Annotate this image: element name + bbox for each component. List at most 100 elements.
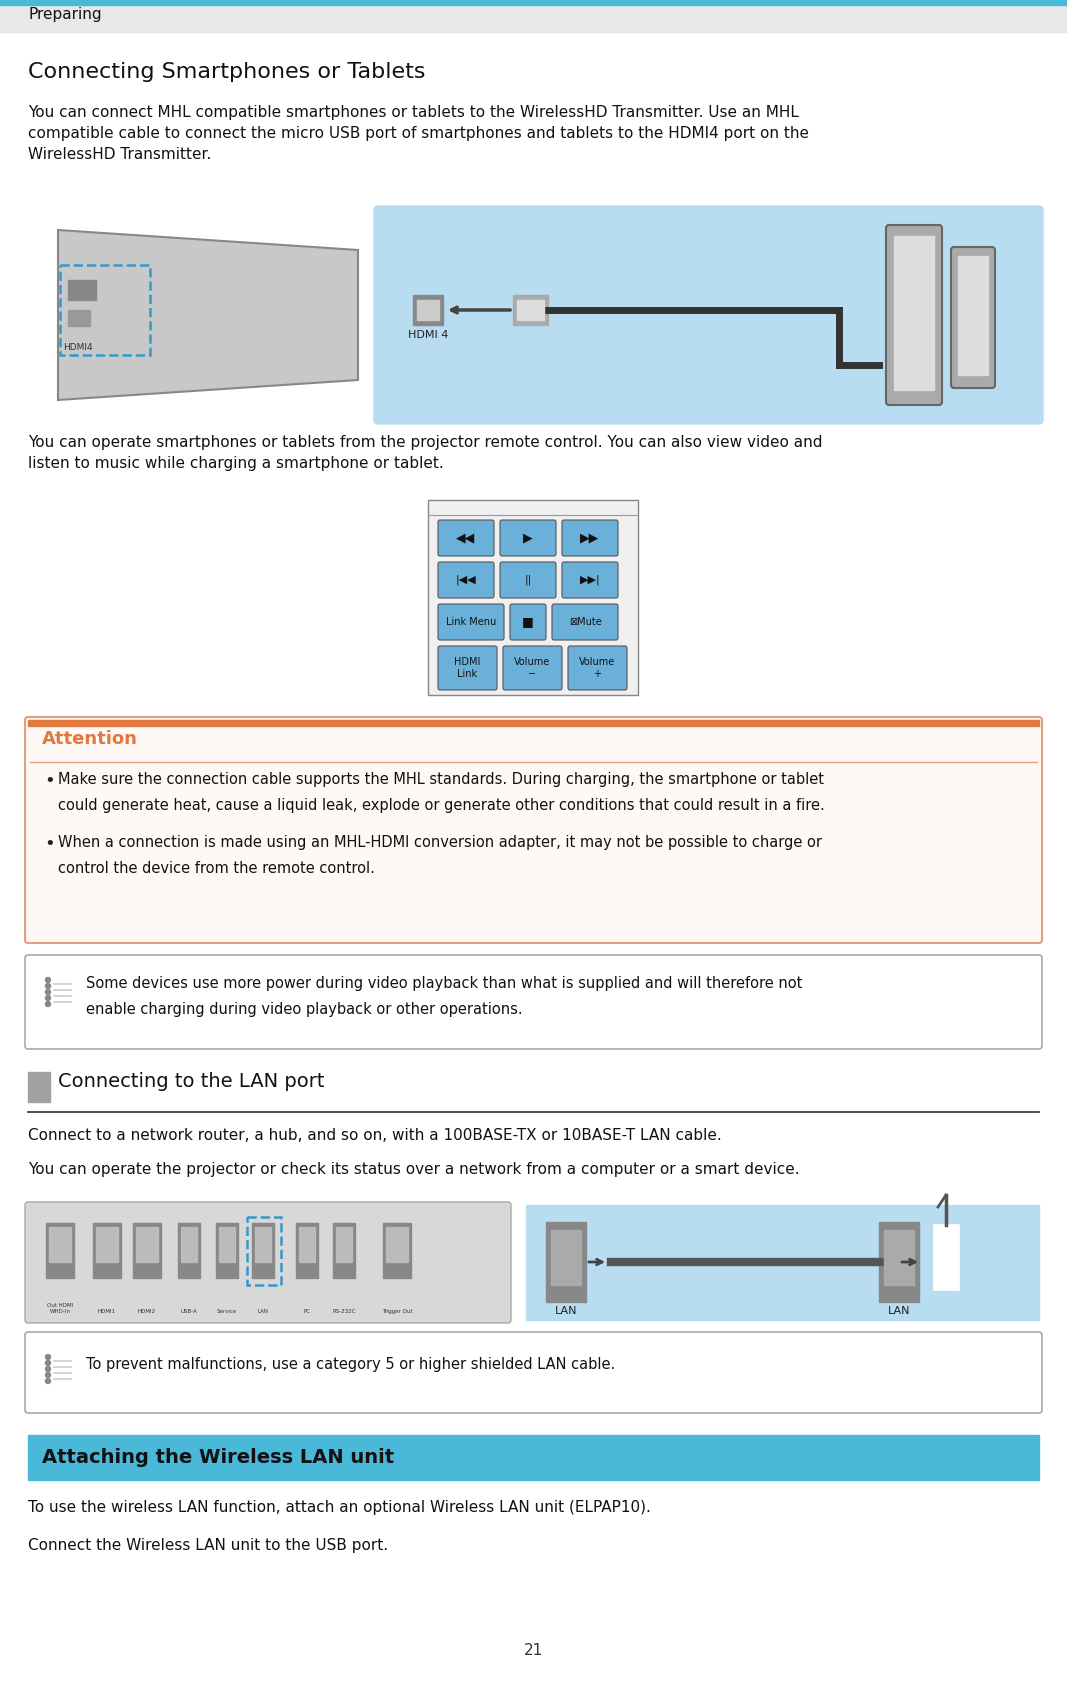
Bar (255, 1227, 271, 1263)
Bar (28, 1072, 50, 1103)
Text: Connect to a network router, a hub, and so on, with a 100BASE-TX or 10BASE-T LAN: Connect to a network router, a hub, and … (28, 1128, 721, 1143)
Text: ▶▶: ▶▶ (580, 531, 600, 545)
Circle shape (46, 1379, 50, 1384)
Bar (28, 211, 368, 420)
Bar (513, 295, 548, 325)
Bar (219, 1227, 235, 1263)
Text: LAN: LAN (257, 1308, 269, 1313)
FancyBboxPatch shape (886, 224, 942, 405)
Bar (546, 1222, 586, 1302)
FancyBboxPatch shape (437, 604, 504, 641)
Bar (958, 256, 988, 374)
Text: Attaching the Wireless LAN unit: Attaching the Wireless LAN unit (42, 1448, 394, 1467)
Text: Connecting Smartphones or Tablets: Connecting Smartphones or Tablets (28, 62, 426, 83)
Text: 21: 21 (524, 1642, 543, 1657)
FancyBboxPatch shape (951, 248, 996, 388)
FancyBboxPatch shape (503, 646, 562, 690)
Bar (68, 280, 96, 300)
Bar (386, 1227, 408, 1263)
Text: HDMI 4: HDMI 4 (408, 330, 448, 341)
Bar (883, 1231, 914, 1285)
Polygon shape (58, 229, 359, 400)
Text: ▶: ▶ (523, 531, 532, 545)
Text: Connect the Wireless LAN unit to the USB port.: Connect the Wireless LAN unit to the USB… (28, 1538, 388, 1553)
FancyBboxPatch shape (500, 519, 556, 556)
Bar (28, 720, 1039, 727)
FancyBboxPatch shape (437, 646, 497, 690)
Bar (0, 0, 1067, 5)
Text: Connecting to the LAN port: Connecting to the LAN port (58, 1072, 324, 1091)
Circle shape (46, 1372, 50, 1377)
Text: Make sure the connection cable supports the MHL standards. During charging, the : Make sure the connection cable supports … (58, 772, 824, 787)
Circle shape (46, 1001, 50, 1007)
Text: •: • (44, 835, 54, 853)
Circle shape (46, 995, 50, 1000)
Text: HDMI
Link: HDMI Link (455, 658, 481, 679)
Text: When a connection is made using an MHL-HDMI conversion adapter, it may not be po: When a connection is made using an MHL-H… (58, 835, 822, 850)
Bar (46, 1222, 74, 1278)
FancyBboxPatch shape (562, 519, 618, 556)
FancyBboxPatch shape (552, 604, 618, 641)
Bar (60, 265, 150, 356)
Bar (181, 1227, 197, 1263)
Bar (417, 300, 439, 320)
FancyBboxPatch shape (562, 561, 618, 599)
Bar (879, 1222, 919, 1302)
Circle shape (46, 1361, 50, 1366)
Text: ▶▶|: ▶▶| (579, 575, 601, 585)
Bar (517, 300, 544, 320)
Bar (178, 1222, 200, 1278)
Bar (28, 1435, 1039, 1480)
Bar (383, 1222, 411, 1278)
FancyBboxPatch shape (510, 604, 546, 641)
Text: You can operate the projector or check its status over a network from a computer: You can operate the projector or check i… (28, 1162, 799, 1177)
Bar (252, 1222, 274, 1278)
Bar (299, 1227, 315, 1263)
Text: Volume
−: Volume − (514, 658, 551, 679)
Text: HDMI4: HDMI4 (63, 342, 93, 352)
Bar (428, 501, 638, 695)
Bar (49, 1227, 71, 1263)
Circle shape (46, 1354, 50, 1359)
Text: To use the wireless LAN function, attach an optional Wireless LAN unit (ELPAP10): To use the wireless LAN function, attach… (28, 1501, 651, 1516)
Text: enable charging during video playback or other operations.: enable charging during video playback or… (86, 1001, 523, 1017)
Bar (216, 1222, 238, 1278)
Bar (526, 1205, 1039, 1320)
Text: Some devices use more power during video playback than what is supplied and will: Some devices use more power during video… (86, 976, 802, 991)
Text: USB-A: USB-A (180, 1308, 197, 1313)
Text: Trigger Out: Trigger Out (382, 1308, 412, 1313)
Text: Out HDMI
WHD-In: Out HDMI WHD-In (47, 1303, 74, 1313)
Text: You can connect MHL compatible smartphones or tablets to the WirelessHD Transmit: You can connect MHL compatible smartphon… (28, 105, 809, 162)
Circle shape (46, 978, 50, 983)
Text: You can operate smartphones or tablets from the projector remote control. You ca: You can operate smartphones or tablets f… (28, 435, 823, 470)
FancyBboxPatch shape (25, 1202, 511, 1324)
Text: LAN: LAN (555, 1307, 577, 1317)
Text: LAN: LAN (888, 1307, 910, 1317)
Text: control the device from the remote control.: control the device from the remote contr… (58, 862, 375, 877)
Text: |◀◀: |◀◀ (456, 575, 476, 585)
Text: ||: || (524, 575, 531, 585)
FancyBboxPatch shape (375, 206, 1044, 423)
Text: RS-232C: RS-232C (332, 1308, 355, 1313)
Bar (136, 1227, 158, 1263)
Circle shape (46, 1366, 50, 1371)
Text: PC: PC (303, 1308, 310, 1313)
Text: To prevent malfunctions, use a category 5 or higher shielded LAN cable.: To prevent malfunctions, use a category … (86, 1357, 616, 1372)
Text: ◀◀: ◀◀ (457, 531, 476, 545)
Bar (333, 1222, 355, 1278)
FancyBboxPatch shape (25, 717, 1042, 942)
Circle shape (46, 983, 50, 988)
Text: Preparing: Preparing (28, 7, 101, 22)
FancyBboxPatch shape (25, 954, 1042, 1049)
Text: Attention: Attention (42, 730, 138, 749)
Bar (296, 1222, 318, 1278)
Text: ■: ■ (522, 615, 534, 629)
Bar (934, 1226, 959, 1290)
Text: ⊠Mute: ⊠Mute (569, 617, 602, 627)
Bar (50, 1352, 74, 1384)
Bar (894, 236, 934, 389)
Text: •: • (44, 772, 54, 791)
Text: Volume
+: Volume + (579, 658, 616, 679)
FancyBboxPatch shape (25, 1332, 1042, 1413)
Bar (0, 0, 1067, 32)
